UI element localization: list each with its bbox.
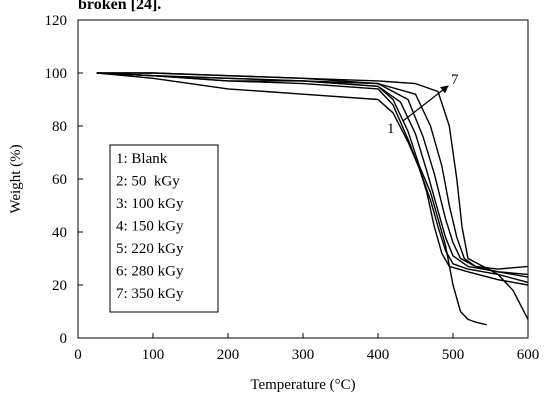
series-line-4 <box>96 72 529 278</box>
x-tick-label: 500 <box>442 347 465 363</box>
x-tick-label: 100 <box>142 347 165 363</box>
x-tick-label: 0 <box>74 347 82 363</box>
series-line-7 <box>96 72 529 320</box>
legend-entry: 7: 350 kGy <box>116 286 184 302</box>
y-tick-label: 120 <box>45 13 68 29</box>
legend: 1: Blank 2: 50 kGy 3: 100 kGy 4: 150 kGy 5: … <box>109 144 219 313</box>
legend-entry: 4: 150 kGy <box>116 219 184 235</box>
legend-entry: 6: 280 kGy <box>116 264 184 280</box>
y-tick-label: 60 <box>52 172 67 188</box>
y-tick-label: 100 <box>45 66 68 82</box>
legend-entry: 3: 100 kGy <box>116 196 184 212</box>
x-tick-label: 400 <box>367 347 390 363</box>
series-layer <box>96 72 529 326</box>
annotation-label-end: 7 <box>451 72 459 88</box>
y-axis-label: Weight (%) <box>8 144 24 213</box>
y-tick-label: 0 <box>60 331 68 347</box>
x-tick-label: 600 <box>517 347 540 363</box>
caption-fragment: broken [24]. <box>78 0 161 13</box>
y-tick-label: 40 <box>52 225 67 241</box>
y-tick-label: 20 <box>52 278 67 294</box>
x-axis-label: Temperature (°C) <box>250 377 355 393</box>
legend-entry: 2: 50 kGy <box>116 174 180 190</box>
series-line-3 <box>96 72 529 284</box>
legend-entry: 1: Blank <box>116 151 168 167</box>
annotation-label-start: 1 <box>387 121 395 137</box>
annotation: 17 <box>387 72 459 137</box>
legend-box <box>109 144 219 313</box>
x-tick-label: 300 <box>292 347 315 363</box>
y-tick-label: 80 <box>52 119 67 135</box>
x-tick-label: 200 <box>217 347 240 363</box>
axes: 0 100 200 300 400 500 600 0 20 40 60 80 100 120 <box>45 13 540 363</box>
legend-entry: 5: 220 kGy <box>116 241 184 257</box>
annotation-arrow <box>402 85 449 122</box>
